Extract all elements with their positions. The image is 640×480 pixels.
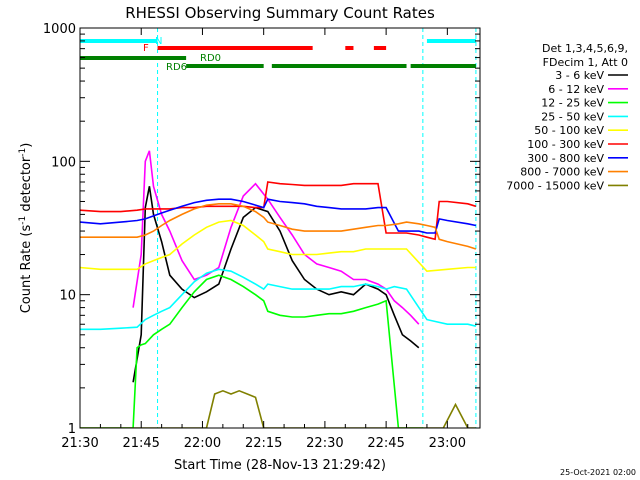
legend-label-2: 12 - 25 keV — [541, 97, 604, 110]
axis-ticks: 21:30 21:45 22:00 22:15 22:30 22:45 23:00 1 10 10… — [43, 22, 480, 451]
x-axis-label: Start Time (28-Nov-13 21:29:42) — [174, 458, 386, 473]
legend-label-5: 100 - 300 keV — [527, 138, 604, 151]
x-tick-label-0: 21:30 — [61, 436, 98, 451]
series-line-4 — [80, 219, 476, 273]
y-tick-label-0: 1 — [68, 422, 76, 437]
x-tick-label-5: 22:45 — [367, 436, 404, 451]
series-line-8 — [80, 389, 476, 428]
series-line-6 — [80, 198, 477, 234]
y-axis-label: Count Rate (s-1 detector-1) — [18, 143, 34, 314]
series-line-0 — [132, 186, 420, 383]
x-tick-label-3: 22:15 — [245, 436, 282, 451]
series-group — [80, 150, 477, 428]
legend-label-8: 7000 - 15000 keV — [506, 179, 604, 192]
series-line-1 — [132, 150, 420, 325]
state-bar-label-f: F — [143, 43, 149, 54]
state-bar-label-n: N — [155, 36, 162, 47]
render-timestamp: 25-Oct-2021 02:00 — [560, 468, 636, 477]
series-line-7 — [80, 203, 477, 250]
series-line-2 — [80, 274, 423, 428]
series-line-3 — [80, 268, 477, 331]
legend-label-0: 3 - 6 keV — [555, 69, 604, 82]
x-tick-label-2: 22:00 — [184, 436, 221, 451]
chart-title: RHESSI Observing Summary Count Rates — [125, 4, 435, 22]
y-tick-label-2: 100 — [51, 155, 76, 170]
legend-header-line2: FDecim 1, Att 0 — [543, 56, 628, 69]
legend-label-1: 6 - 12 keV — [548, 83, 604, 96]
legend-label-7: 800 - 7000 keV — [520, 166, 604, 179]
state-bar-label-rd0: RD0 — [200, 53, 221, 64]
x-tick-label-4: 22:30 — [306, 436, 343, 451]
x-tick-label-1: 21:45 — [122, 436, 159, 451]
y-tick-label-3: 1000 — [43, 22, 76, 37]
legend-header-line1: Det 1,3,4,5,6,9, — [542, 42, 628, 55]
plot-area: NF RD0 RD6 — [79, 27, 481, 429]
legend-label-4: 50 - 100 keV — [534, 124, 604, 137]
legend-label-6: 300 - 800 keV — [527, 152, 604, 165]
legend-label-3: 25 - 50 keV — [541, 110, 604, 123]
y-tick-label-1: 10 — [59, 289, 76, 304]
series-line-5 — [80, 181, 477, 241]
state-bar-label-rd6: RD6 — [166, 62, 187, 73]
x-tick-label-6: 23:00 — [429, 436, 466, 451]
plot-frame — [79, 27, 481, 429]
